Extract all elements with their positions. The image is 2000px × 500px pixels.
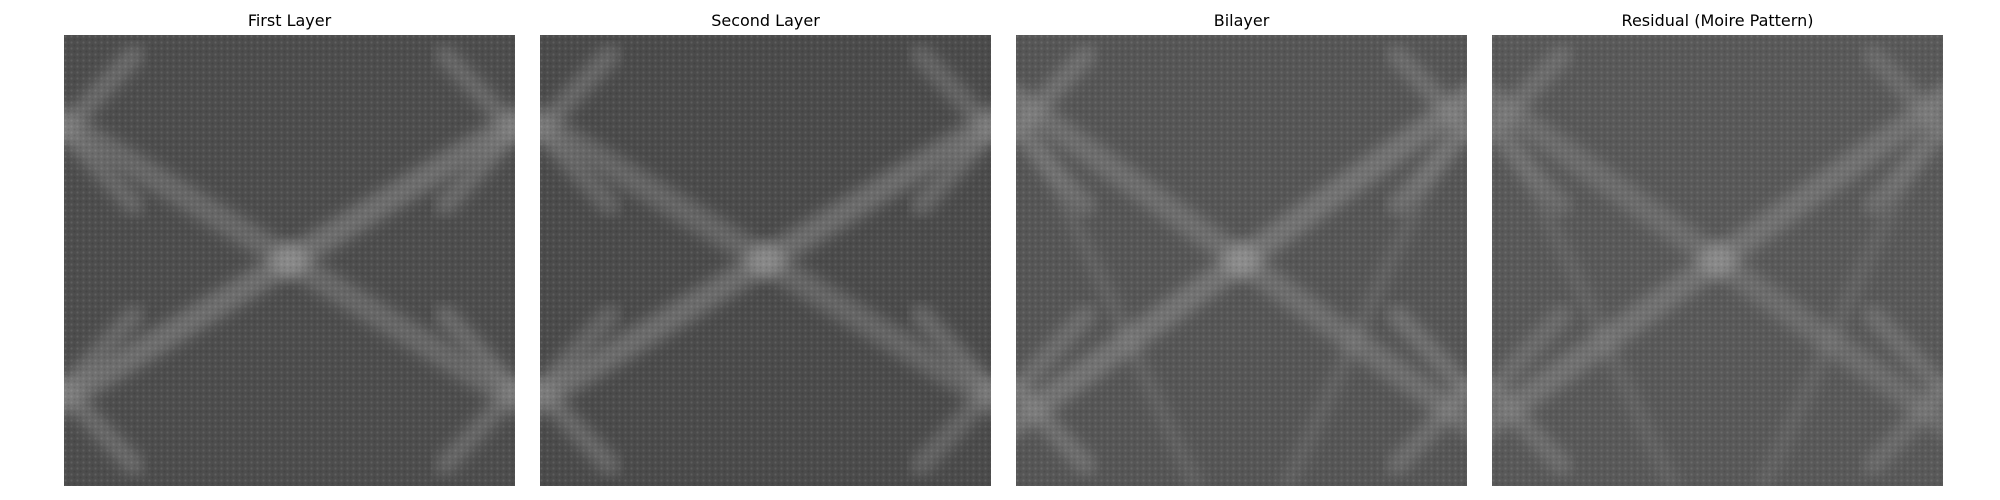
panel-title: Residual (Moire Pattern) — [1621, 11, 1814, 30]
panel-second-layer: Second Layer — [540, 0, 991, 500]
fft-image-second-layer — [540, 35, 991, 486]
panel-bilayer: Bilayer — [1016, 0, 1467, 500]
fft-image-bilayer — [1016, 35, 1467, 486]
panel-title: First Layer — [247, 11, 332, 30]
panel-title: Bilayer — [1213, 11, 1270, 30]
fft-image-first-layer — [64, 35, 515, 486]
panel-title: Second Layer — [711, 11, 820, 30]
panel-residual: Residual (Moire Pattern) — [1492, 0, 1943, 500]
fft-image-residual — [1492, 35, 1943, 486]
panel-first-layer: First Layer — [64, 0, 515, 500]
